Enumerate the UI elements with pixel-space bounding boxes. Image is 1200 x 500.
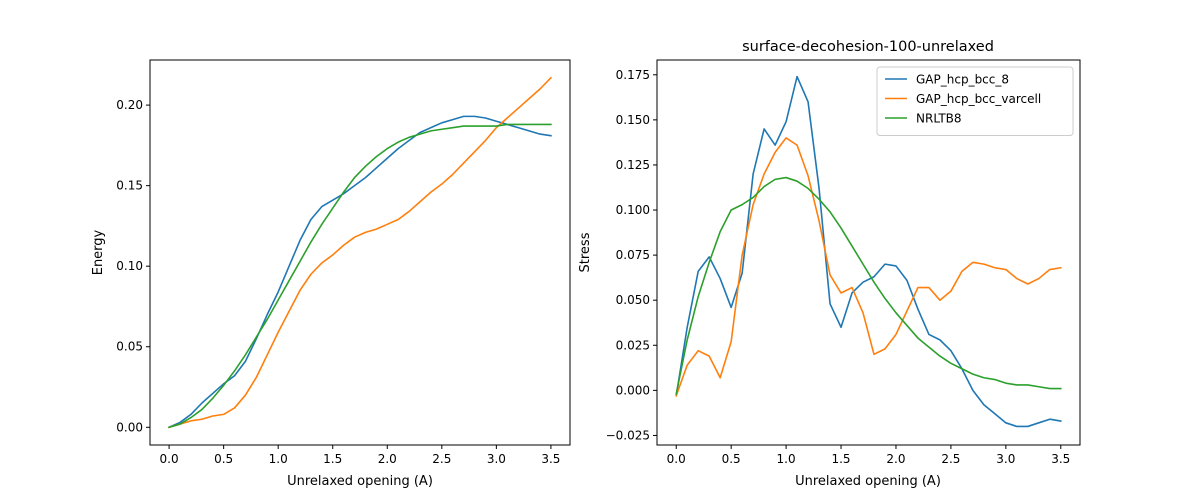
- energy-x-tick-label: 2.0: [378, 452, 397, 466]
- legend-label-nrltb8: NRLTB8: [916, 112, 962, 126]
- stress-y-tick-label: 0.025: [616, 338, 650, 352]
- energy-y-tick-label: 0.00: [116, 420, 143, 434]
- energy-y-axis-label: Energy: [91, 229, 106, 275]
- stress-y-tick-label: 0.000: [616, 383, 650, 397]
- legend-label-gap-hcp-bcc-varcell: GAP_hcp_bcc_varcell: [916, 92, 1041, 106]
- stress-y-tick-label: 0.150: [616, 113, 650, 127]
- energy-x-tick-label: 0.0: [160, 452, 179, 466]
- energy-x-axis-label: Unrelaxed opening (A): [287, 474, 433, 489]
- energy-x-tick-label: 1.0: [269, 452, 288, 466]
- energy-x-tick-label: 3.5: [541, 452, 560, 466]
- energy-y-tick-label: 0.05: [116, 340, 143, 354]
- energy-x-tick-label: 3.0: [487, 452, 506, 466]
- legend-label-gap-hcp-bcc-8: GAP_hcp_bcc_8: [916, 73, 1009, 87]
- stress-legend: GAP_hcp_bcc_8 GAP_hcp_bcc_varcell NRLTB8: [877, 67, 1073, 136]
- stress-x-tick-label: 0.5: [722, 452, 741, 466]
- stress-x-tick-label: 0.0: [667, 452, 686, 466]
- energy-x-tick-label: 2.5: [432, 452, 451, 466]
- energy-y-tick-label: 0.10: [116, 259, 143, 273]
- stress-y-tick-label: 0.175: [616, 68, 650, 82]
- stress-y-tick-label: −0.025: [606, 428, 650, 442]
- stress-y-axis-label: Stress: [578, 232, 593, 272]
- stress-x-tick-label: 3.0: [996, 452, 1015, 466]
- energy-x-tick-label: 1.5: [323, 452, 342, 466]
- stress-x-tick-label: 2.5: [941, 452, 960, 466]
- stress-x-tick-label: 2.0: [886, 452, 905, 466]
- stress-x-tick-label: 1.5: [831, 452, 850, 466]
- energy-y-tick-label: 0.15: [116, 179, 143, 193]
- stress-x-axis-label: Unrelaxed opening (A): [795, 474, 941, 489]
- energy-y-tick-label: 0.20: [116, 98, 143, 112]
- stress-y-tick-label: 0.100: [616, 203, 650, 217]
- stress-chart-title: surface-decohesion-100-unrelaxed: [742, 39, 994, 55]
- stress-y-tick-label: 0.125: [616, 158, 650, 172]
- stress-y-tick-label: 0.075: [616, 248, 650, 262]
- stress-x-tick-label: 1.0: [777, 452, 796, 466]
- energy-x-tick-label: 0.5: [214, 452, 233, 466]
- stress-x-tick-label: 3.5: [1051, 452, 1070, 466]
- stress-y-tick-label: 0.050: [616, 293, 650, 307]
